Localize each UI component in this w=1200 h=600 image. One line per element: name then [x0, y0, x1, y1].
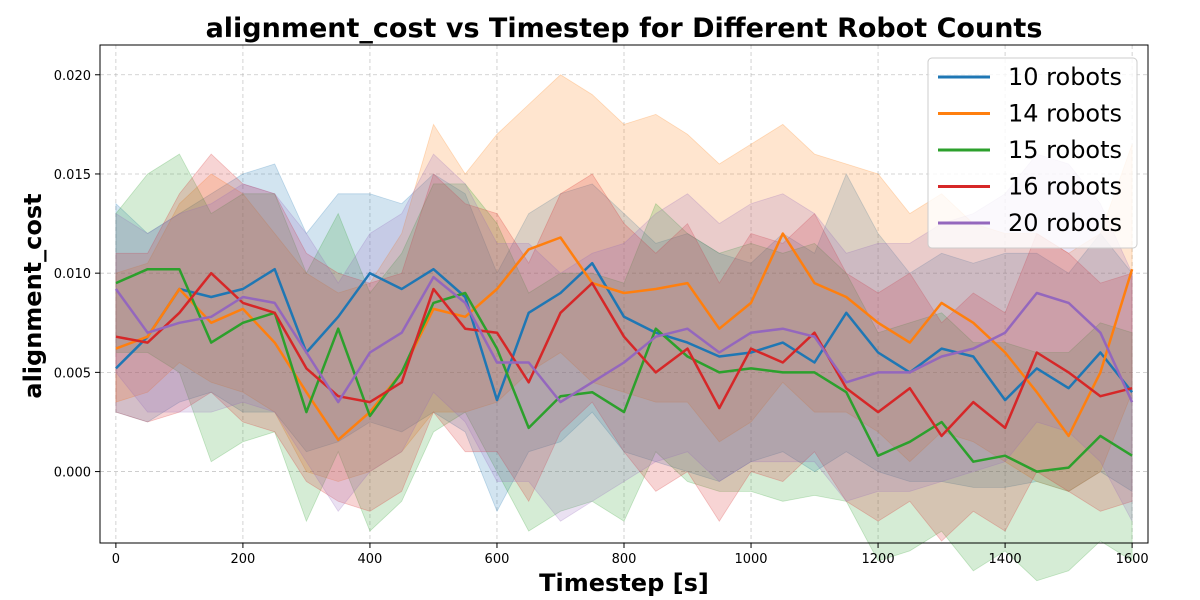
x-tick-label: 0 — [112, 552, 120, 567]
x-tick-label: 1600 — [1116, 552, 1149, 567]
x-tick-label: 1000 — [734, 552, 767, 567]
legend-label-15-robots: 15 robots — [1008, 136, 1122, 164]
x-tick-label: 200 — [230, 552, 255, 567]
x-axis-ticks: 0 200 400 600 800 1000 1200 1400 1600 — [112, 543, 1149, 567]
legend-label-16-robots: 16 robots — [1008, 173, 1122, 201]
series-line-14-robots — [115, 232, 1134, 442]
x-tick-label: 1400 — [989, 552, 1022, 567]
band-16-robots — [115, 153, 1133, 542]
x-tick-label: 400 — [358, 552, 383, 567]
chart-title: alignment_cost vs Timestep for Different… — [206, 13, 1043, 44]
x-axis-label: Timestep [s] — [539, 569, 709, 597]
legend: 10 robots 14 robots 15 robots 16 robots 20 r… — [927, 57, 1138, 249]
y-tick-label: 0.005 — [54, 366, 91, 381]
series-line-15-robots — [115, 267, 1133, 473]
series-line-16-robots — [115, 271, 1133, 438]
legend-box — [927, 57, 1138, 249]
legend-label-14-robots: 14 robots — [1008, 100, 1122, 128]
legend-label-10-robots: 10 robots — [1008, 63, 1122, 91]
y-axis-label: alignment_cost — [19, 193, 47, 398]
y-tick-label: 0.020 — [54, 69, 91, 84]
series-lines — [114, 232, 1134, 473]
series-line-20-robots — [114, 275, 1134, 404]
grid-lines — [100, 45, 1148, 543]
y-axis-ticks: 0.000 0.005 0.010 0.015 0.020 — [54, 69, 100, 481]
y-tick-label: 0.000 — [54, 466, 91, 481]
x-tick-label: 600 — [485, 552, 510, 567]
band-15-robots — [115, 153, 1133, 582]
series-line-10-robots — [115, 261, 1134, 402]
x-tick-label: 800 — [612, 552, 637, 567]
x-tick-label: 1200 — [862, 552, 895, 567]
legend-label-20-robots: 20 robots — [1008, 209, 1122, 237]
y-tick-label: 0.015 — [54, 168, 91, 183]
y-tick-label: 0.010 — [54, 267, 91, 282]
